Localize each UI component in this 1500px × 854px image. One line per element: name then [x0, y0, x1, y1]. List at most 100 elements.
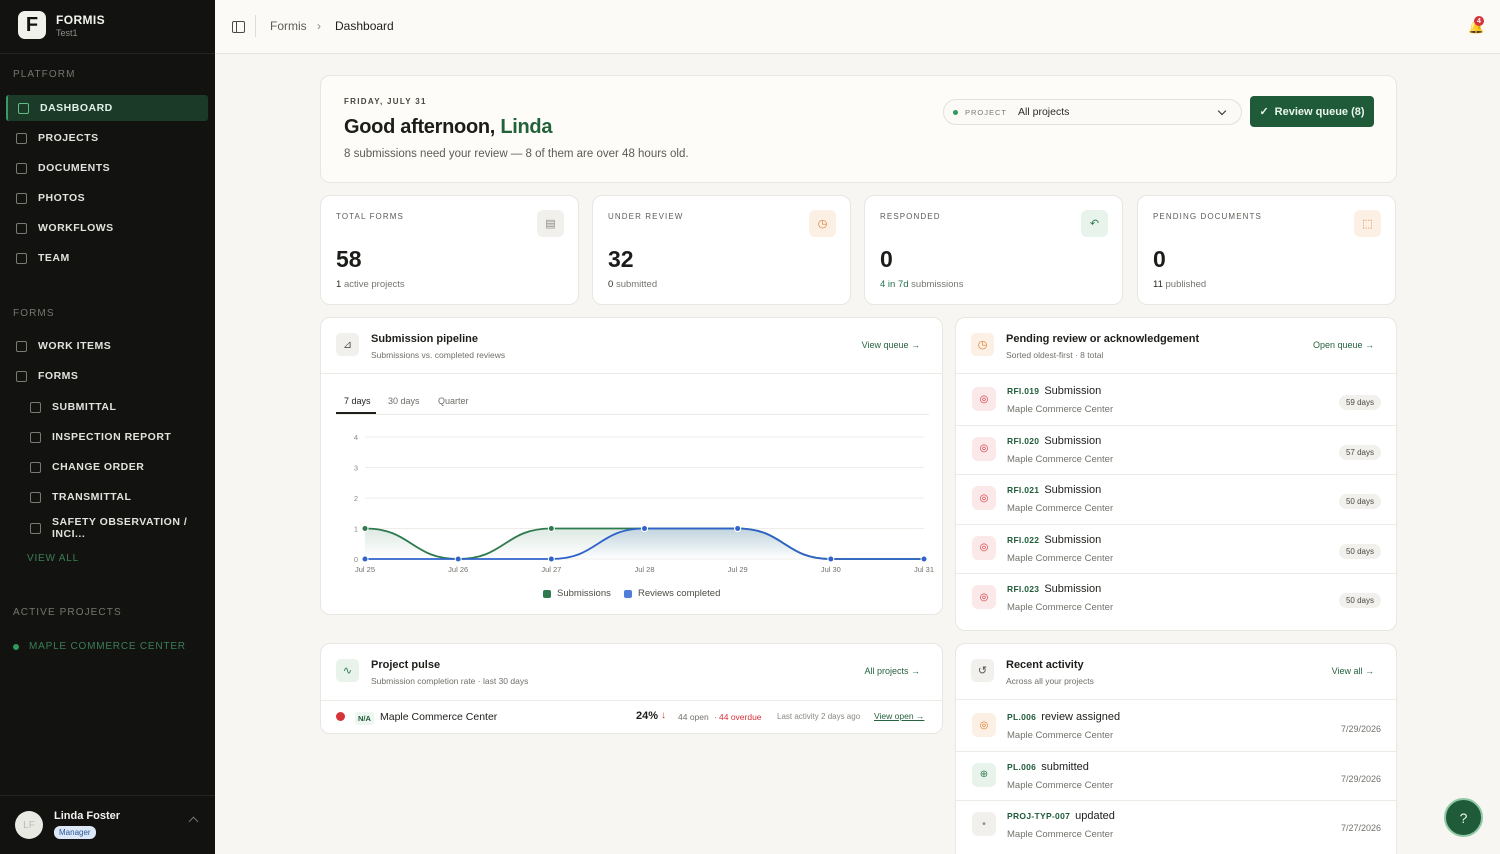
target-icon: ◎: [972, 535, 996, 560]
recent-activity-panel: ↺ Recent activity Across all your project…: [955, 643, 1397, 854]
activity-item[interactable]: • PROJ-TYP-007 updated Maple Commerce Cente…: [956, 800, 1396, 850]
topbar-divider: [255, 15, 256, 37]
user-menu[interactable]: LF Linda Foster Manager: [15, 810, 120, 840]
project-pulse-row[interactable]: N/A Maple Commerce Center 24% ↓ 44 open …: [321, 701, 942, 734]
stat-label: PENDING DOCUMENTS: [1153, 212, 1262, 221]
separator: ·: [714, 712, 717, 722]
breadcrumb-dashboard: Dashboard: [335, 19, 394, 33]
stat-sub-strong: 11: [1153, 279, 1163, 290]
project-pulse-panel: ∿ Project pulse Submission completion rat…: [320, 643, 943, 734]
arrow-right-icon: →: [1365, 340, 1374, 350]
data-point[interactable]: [361, 555, 369, 563]
row-divider: [956, 424, 1396, 426]
data-point[interactable]: [827, 555, 835, 563]
sidebar-item-label: PROJECTS: [38, 132, 99, 144]
sidebar-item-safety-observation[interactable]: SAFETY OBSERVATION / INCI...: [20, 515, 208, 541]
sidebar-item-documents[interactable]: DOCUMENTS: [6, 155, 208, 181]
item-heading: RFI.019 Submission: [1007, 385, 1101, 397]
item-heading: PL.006 submitted: [1007, 761, 1089, 773]
legend-item-reviews-completed[interactable]: Reviews completed: [624, 588, 720, 599]
panel-header: ⊿ Submission pipeline Submissions vs. com…: [336, 333, 505, 360]
stat-card-total-forms[interactable]: TOTAL FORMS ▤ 58 1 active projects: [320, 195, 579, 305]
series-area-reviews-completed: [365, 528, 924, 559]
pending-item[interactable]: ◎ RFI.020 Submission Maple Commerce Center 5…: [956, 424, 1396, 475]
view-queue-link[interactable]: View queue →: [862, 340, 920, 350]
view-queue-label: View queue: [861, 340, 909, 350]
sidebar-item-work-items[interactable]: WORK ITEMS: [6, 333, 208, 359]
sidebar-item-submittal[interactable]: SUBMITTAL: [20, 394, 208, 420]
pending-item[interactable]: ◎ RFI.023 Submission Maple Commerce Center 5…: [956, 573, 1396, 623]
stat-card-pending-documents[interactable]: PENDING DOCUMENTS ⬚ 0 11 published: [1137, 195, 1396, 305]
review-queue-button[interactable]: ✓ Review queue (8): [1250, 96, 1374, 127]
data-point[interactable]: [734, 525, 742, 532]
open-queue-link[interactable]: Open queue →: [1313, 340, 1374, 350]
activity-item[interactable]: ◎ PL.006 review assigned Maple Commerce Cen…: [956, 701, 1396, 751]
help-button[interactable]: ?: [1444, 798, 1483, 837]
stat-sub-text: active projects: [343, 279, 405, 290]
brand[interactable]: F FORMIS Test1: [18, 11, 105, 39]
sidebar-item-forms[interactable]: FORMS: [6, 363, 208, 389]
legend-swatch: [624, 589, 632, 598]
stat-card-responded[interactable]: RESPONDED ↶ 0 4 in 7d submissions: [864, 195, 1123, 305]
data-point[interactable]: [547, 525, 555, 532]
view-all-activity-link[interactable]: View all →: [1332, 666, 1374, 676]
breadcrumb-formis[interactable]: Formis: [270, 19, 307, 33]
reply-icon: ↶: [1081, 210, 1108, 237]
welcome-card: FRIDAY, JULY 31 Good afternoon, Linda 8 …: [320, 75, 1397, 183]
activity-item[interactable]: ⊕ PL.006 submitted Maple Commerce Center 7/2…: [956, 750, 1396, 801]
status-dot-icon: [13, 643, 19, 650]
all-projects-link[interactable]: All projects →: [864, 666, 920, 676]
sidebar-toggle-icon[interactable]: [232, 21, 245, 33]
y-tick-label: 2: [354, 494, 358, 503]
project-select[interactable]: PROJECT All projects: [943, 99, 1242, 125]
pending-item[interactable]: ◎ RFI.022 Submission Maple Commerce Center 5…: [956, 523, 1396, 574]
pending-item[interactable]: ◎ RFI.021 Submission Maple Commerce Center 5…: [956, 474, 1396, 524]
stat-value: 0: [1153, 246, 1166, 272]
sidebar-item-projects[interactable]: PROJECTS: [6, 125, 208, 151]
sidebar-item-inspection-report[interactable]: INSPECTION REPORT: [20, 424, 208, 450]
sidebar-item-change-order[interactable]: CHANGE ORDER: [20, 454, 208, 480]
view-all-forms-link[interactable]: VIEW ALL: [27, 553, 79, 564]
completion-rate: 24%: [636, 710, 659, 722]
legend-item-submissions[interactable]: Submissions: [543, 588, 611, 599]
item-project: Maple Commerce Center: [1007, 829, 1114, 841]
tab-7-days[interactable]: 7 days: [344, 396, 371, 406]
sidebar-item-workflows[interactable]: WORKFLOWS: [6, 215, 208, 241]
sidebar-item-team[interactable]: TEAM: [6, 245, 208, 271]
formis-logo: F: [18, 11, 46, 39]
greeting-name: Linda: [500, 116, 553, 138]
avatar: LF: [15, 811, 43, 839]
stat-card-under-review[interactable]: UNDER REVIEW ◷ 32 0 submitted: [592, 195, 851, 305]
tab-30-days[interactable]: 30 days: [388, 396, 420, 406]
item-id: RFI.021: [1007, 485, 1040, 496]
data-point[interactable]: [920, 555, 928, 563]
data-point[interactable]: [641, 525, 648, 532]
all-projects-label: All projects: [864, 666, 909, 676]
active-project-item[interactable]: MAPLE COMMERCE CENTER: [13, 641, 186, 652]
active-tab-indicator: [336, 412, 376, 414]
pending-review-panel: ◷ Pending review or acknowledgement Sorte…: [955, 317, 1397, 631]
sidebar-item-dashboard[interactable]: DASHBOARD: [6, 95, 208, 121]
legend-label: Submissions: [557, 588, 611, 599]
panel-title: Submission pipeline: [371, 333, 478, 345]
pending-item[interactable]: ◎ RFI.019 Submission Maple Commerce Center 5…: [956, 375, 1396, 425]
sidebar-item-transmittal[interactable]: TRANSMITTAL: [20, 484, 208, 510]
chevron-up-icon[interactable]: [188, 816, 199, 827]
dot-icon: •: [972, 812, 996, 837]
view-open-link[interactable]: View open →: [874, 711, 925, 721]
data-point[interactable]: [361, 525, 369, 532]
topbar: Formis › Dashboard 🔔 4: [215, 0, 1500, 54]
age-badge: 57 days: [1338, 444, 1381, 460]
stat-subtext: 11 published: [1153, 279, 1206, 290]
item-id: RFI.019: [1007, 386, 1040, 396]
data-point[interactable]: [454, 555, 462, 563]
data-point[interactable]: [547, 555, 555, 563]
item-title: Submission: [1044, 583, 1102, 596]
row-divider: [956, 523, 1396, 525]
panel-divider: [321, 700, 942, 701]
item-id: PL.006: [1007, 712, 1037, 722]
tab-quarter[interactable]: Quarter: [438, 396, 469, 406]
pulse-icon: ∿: [336, 659, 359, 682]
sidebar-item-photos[interactable]: PHOTOS: [6, 185, 208, 211]
item-project: Maple Commerce Center: [1007, 404, 1114, 415]
